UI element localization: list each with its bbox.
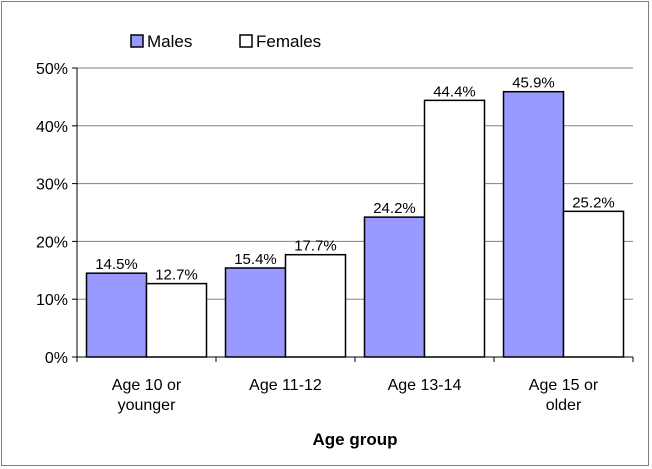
x-axis-title: Age group bbox=[313, 430, 398, 449]
data-label: 44.4% bbox=[433, 83, 476, 100]
x-tick-label: Age 11-12 bbox=[249, 377, 322, 394]
x-tick-label: younger bbox=[118, 397, 176, 414]
x-tick-label: Age 13-14 bbox=[388, 377, 462, 394]
data-label: 17.7% bbox=[294, 238, 337, 255]
legend-swatch-females bbox=[239, 34, 253, 48]
legend-label-females: Females bbox=[256, 32, 321, 51]
y-tick-label: 10% bbox=[36, 292, 68, 309]
data-label: 15.4% bbox=[234, 251, 277, 268]
x-tick-label: Age 10 or bbox=[112, 377, 182, 394]
bar-females-2 bbox=[423, 99, 486, 358]
legend-label-males: Males bbox=[147, 32, 192, 51]
data-label: 14.5% bbox=[95, 256, 138, 273]
legend: Males Females bbox=[130, 32, 321, 51]
bar-males-0 bbox=[85, 272, 148, 358]
y-tick-labels: 0% 10% 20% 30% 40% 50% bbox=[36, 61, 68, 367]
bar-males-3 bbox=[502, 90, 565, 358]
bar-females-0 bbox=[145, 282, 208, 358]
axes bbox=[76, 68, 633, 358]
data-label: 12.7% bbox=[155, 267, 198, 284]
data-labels: 14.5% 12.7% 15.4% 17.7% 24.2% 44.4% 45.9% 25.2% bbox=[95, 75, 615, 284]
bar-males-2 bbox=[363, 216, 426, 358]
x-tick-label: older bbox=[546, 397, 582, 414]
y-tick-label: 0% bbox=[45, 350, 68, 367]
data-label: 25.2% bbox=[572, 194, 615, 211]
y-tick-label: 30% bbox=[36, 177, 68, 194]
bar-females-3 bbox=[562, 210, 625, 358]
x-tick-label: Age 15 or bbox=[529, 377, 599, 394]
bar-females-1 bbox=[284, 253, 347, 358]
y-tick-label: 50% bbox=[36, 61, 68, 78]
bars bbox=[76, 90, 634, 362]
legend-swatch-males bbox=[130, 34, 144, 48]
y-tick-label: 20% bbox=[36, 234, 68, 251]
y-tick-label: 40% bbox=[36, 119, 68, 136]
data-label: 45.9% bbox=[512, 75, 555, 92]
x-tick-labels: Age 10 or younger Age 11-12 Age 13-14 Age 15… bbox=[112, 377, 599, 414]
bar-males-1 bbox=[224, 267, 287, 358]
data-label: 24.2% bbox=[373, 200, 416, 217]
